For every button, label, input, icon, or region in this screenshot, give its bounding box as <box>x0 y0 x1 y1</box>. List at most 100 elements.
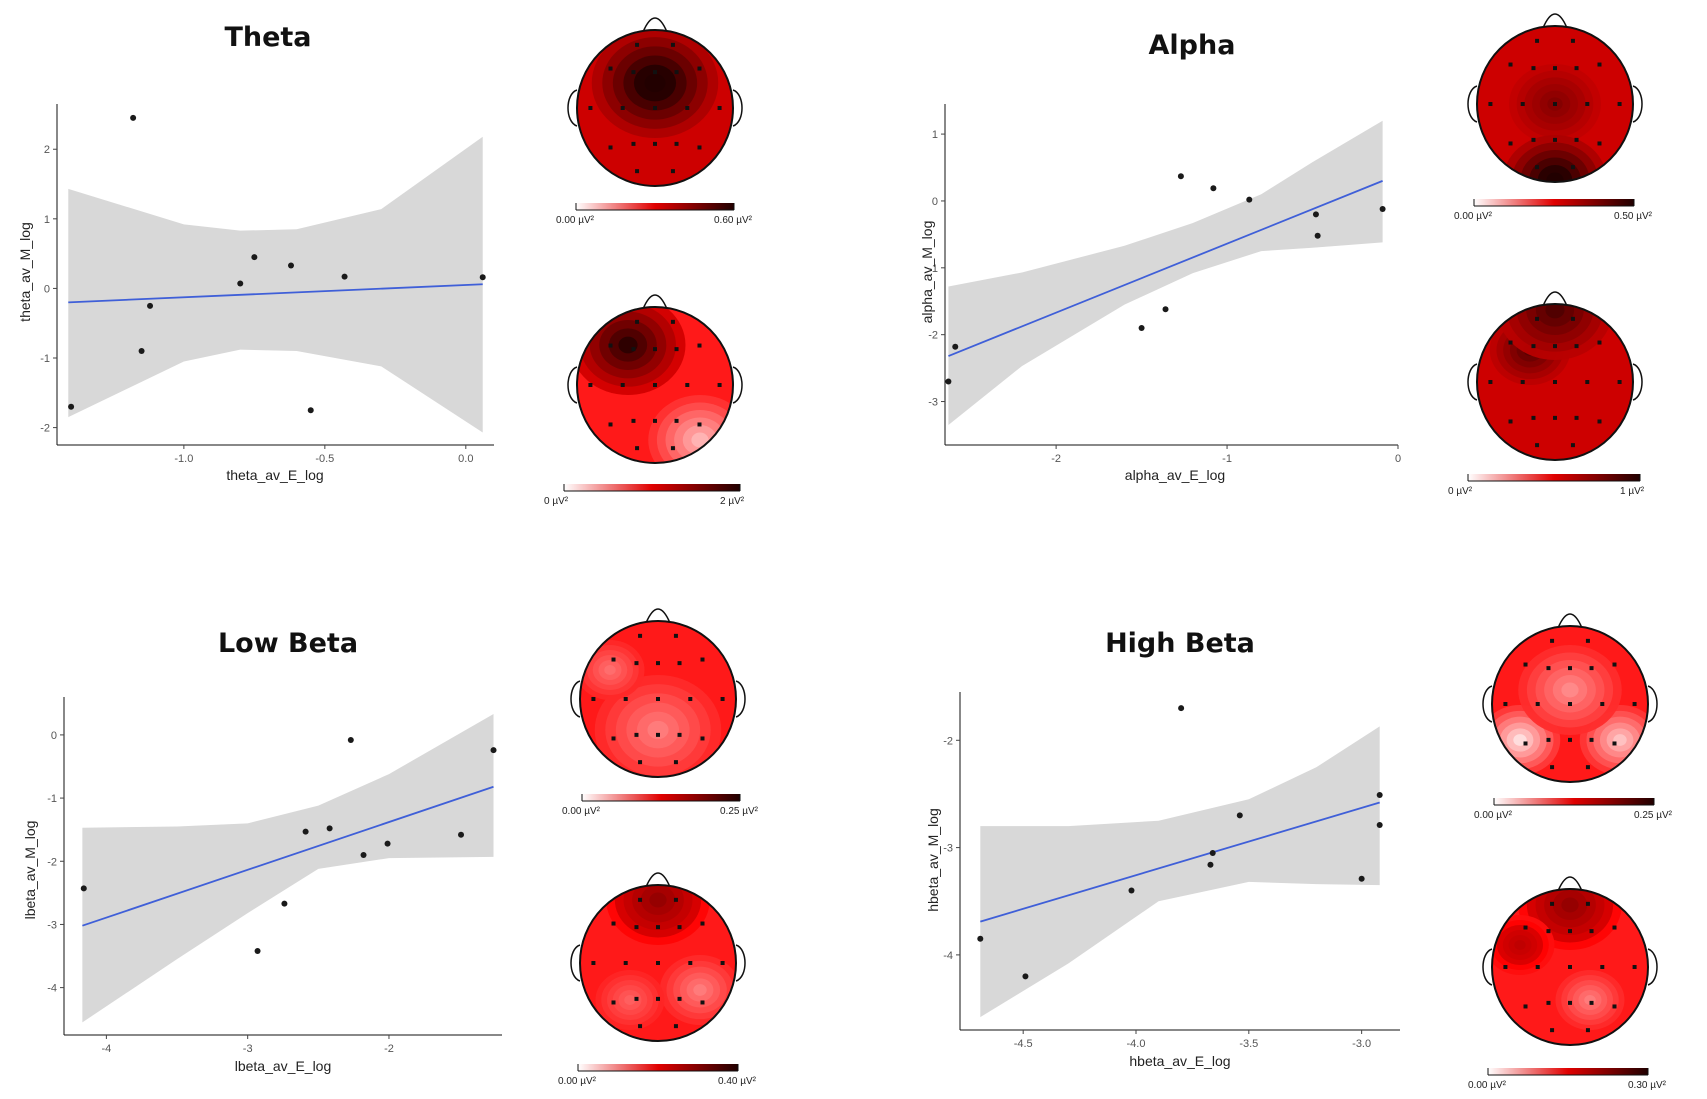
electrode <box>1503 702 1508 706</box>
electrode <box>635 446 640 451</box>
data-point <box>326 825 333 832</box>
electrode <box>674 347 679 352</box>
x-tick-label: -2 <box>384 1043 394 1055</box>
confidence-band <box>82 714 494 1023</box>
x-tick-label: -4 <box>101 1043 111 1055</box>
data-point <box>1236 812 1243 819</box>
chart-title: High Beta <box>1105 628 1255 659</box>
data-point <box>1138 324 1145 331</box>
electrode <box>1568 1000 1572 1005</box>
electrode <box>638 897 643 902</box>
map-contour <box>1514 940 1526 950</box>
electrode <box>653 347 657 352</box>
electrode <box>1535 165 1540 170</box>
data-point <box>1358 875 1365 882</box>
colorbar: 0.00 µV² 0.25 µV² <box>562 794 759 817</box>
electrode <box>620 383 625 387</box>
y-tick-label: -1 <box>928 263 938 275</box>
topographic-map <box>567 17 743 187</box>
electrode <box>1589 666 1594 671</box>
data-point <box>1312 211 1319 218</box>
colorbar-min-label: 0.00 µV² <box>558 1076 597 1087</box>
electrode <box>1617 102 1622 106</box>
x-tick-label: -1.0 <box>174 453 193 465</box>
head-outline <box>1491 888 1649 1046</box>
x-tick-label: -1 <box>1222 453 1232 465</box>
colorbar-max-label: 0.40 µV² <box>718 1076 757 1087</box>
electrode <box>1568 965 1572 969</box>
colorbar-gradient <box>576 203 734 210</box>
right-ear <box>1647 948 1658 986</box>
colorbar-gradient <box>582 794 740 801</box>
map-contour <box>1561 682 1579 698</box>
y-tick-label: -2 <box>943 735 953 747</box>
left-ear <box>570 680 581 718</box>
colorbar: 0.00 µV² 0.50 µV² <box>1454 199 1653 222</box>
y-tick-label: -4 <box>943 950 953 962</box>
electrode <box>1612 925 1617 930</box>
data-point <box>1022 973 1029 980</box>
electrode <box>1585 638 1590 643</box>
colorbar-min-label: 0.00 µV² <box>1474 810 1513 821</box>
colorbar: 0.00 µV² 0.40 µV² <box>558 1064 757 1087</box>
data-point <box>347 736 354 743</box>
nose <box>642 294 668 310</box>
electrode <box>697 422 702 427</box>
electrode <box>1553 137 1557 142</box>
x-axis-label: hbeta_av_E_log <box>1129 1053 1230 1069</box>
x-tick-label: -3.0 <box>1352 1038 1371 1050</box>
electrode <box>1570 316 1575 321</box>
right-ear <box>1632 85 1643 123</box>
electrode <box>673 897 678 902</box>
electrode <box>1553 380 1557 384</box>
electrode <box>1570 443 1575 448</box>
map-contour <box>691 432 709 448</box>
electrode <box>674 70 679 75</box>
x-tick-label: -2 <box>1051 453 1061 465</box>
data-point <box>1379 205 1386 212</box>
colorbar-max-label: 1 µV² <box>1620 486 1645 497</box>
electrode <box>1612 741 1617 746</box>
topographic-map <box>570 872 746 1042</box>
electrode <box>634 996 639 1001</box>
data-point <box>147 302 154 309</box>
data-point <box>80 885 87 892</box>
electrode <box>1568 702 1572 706</box>
chart-title: Alpha <box>1149 30 1236 61</box>
electrode <box>1597 62 1602 67</box>
electrode <box>623 961 628 965</box>
electrode <box>697 66 702 71</box>
nose <box>1557 613 1583 629</box>
colorbar-gradient <box>1488 1068 1648 1075</box>
electrode <box>1531 66 1536 71</box>
electrode <box>588 106 593 110</box>
nose <box>1557 876 1583 892</box>
electrode <box>1600 702 1605 706</box>
electrode <box>611 736 616 741</box>
electrode <box>1553 66 1557 71</box>
right-ear <box>732 89 743 127</box>
x-axis-label: alpha_av_E_log <box>1125 467 1225 483</box>
electrode <box>1550 638 1555 643</box>
electrode <box>1531 344 1536 349</box>
electrode <box>1523 662 1528 667</box>
right-ear <box>1632 363 1643 401</box>
map-contour <box>1613 734 1627 746</box>
left-ear <box>1482 948 1493 986</box>
x-tick-label: -3.5 <box>1239 1038 1258 1050</box>
x-tick-label: -4.5 <box>1014 1038 1033 1050</box>
electrode <box>656 996 660 1001</box>
data-point <box>1178 705 1185 712</box>
colorbar-max-label: 0.25 µV² <box>720 806 759 817</box>
colorbar-max-label: 2 µV² <box>720 496 745 507</box>
confidence-band <box>68 136 483 433</box>
y-tick-label: 2 <box>44 144 50 156</box>
electrode <box>1523 1004 1528 1009</box>
confidence-band <box>980 726 1380 1018</box>
chart-title: Low Beta <box>218 628 358 659</box>
electrode <box>638 1024 643 1029</box>
electrode <box>670 42 675 47</box>
electrode <box>1508 340 1513 345</box>
electrode <box>685 106 690 110</box>
map-contour <box>693 984 707 996</box>
